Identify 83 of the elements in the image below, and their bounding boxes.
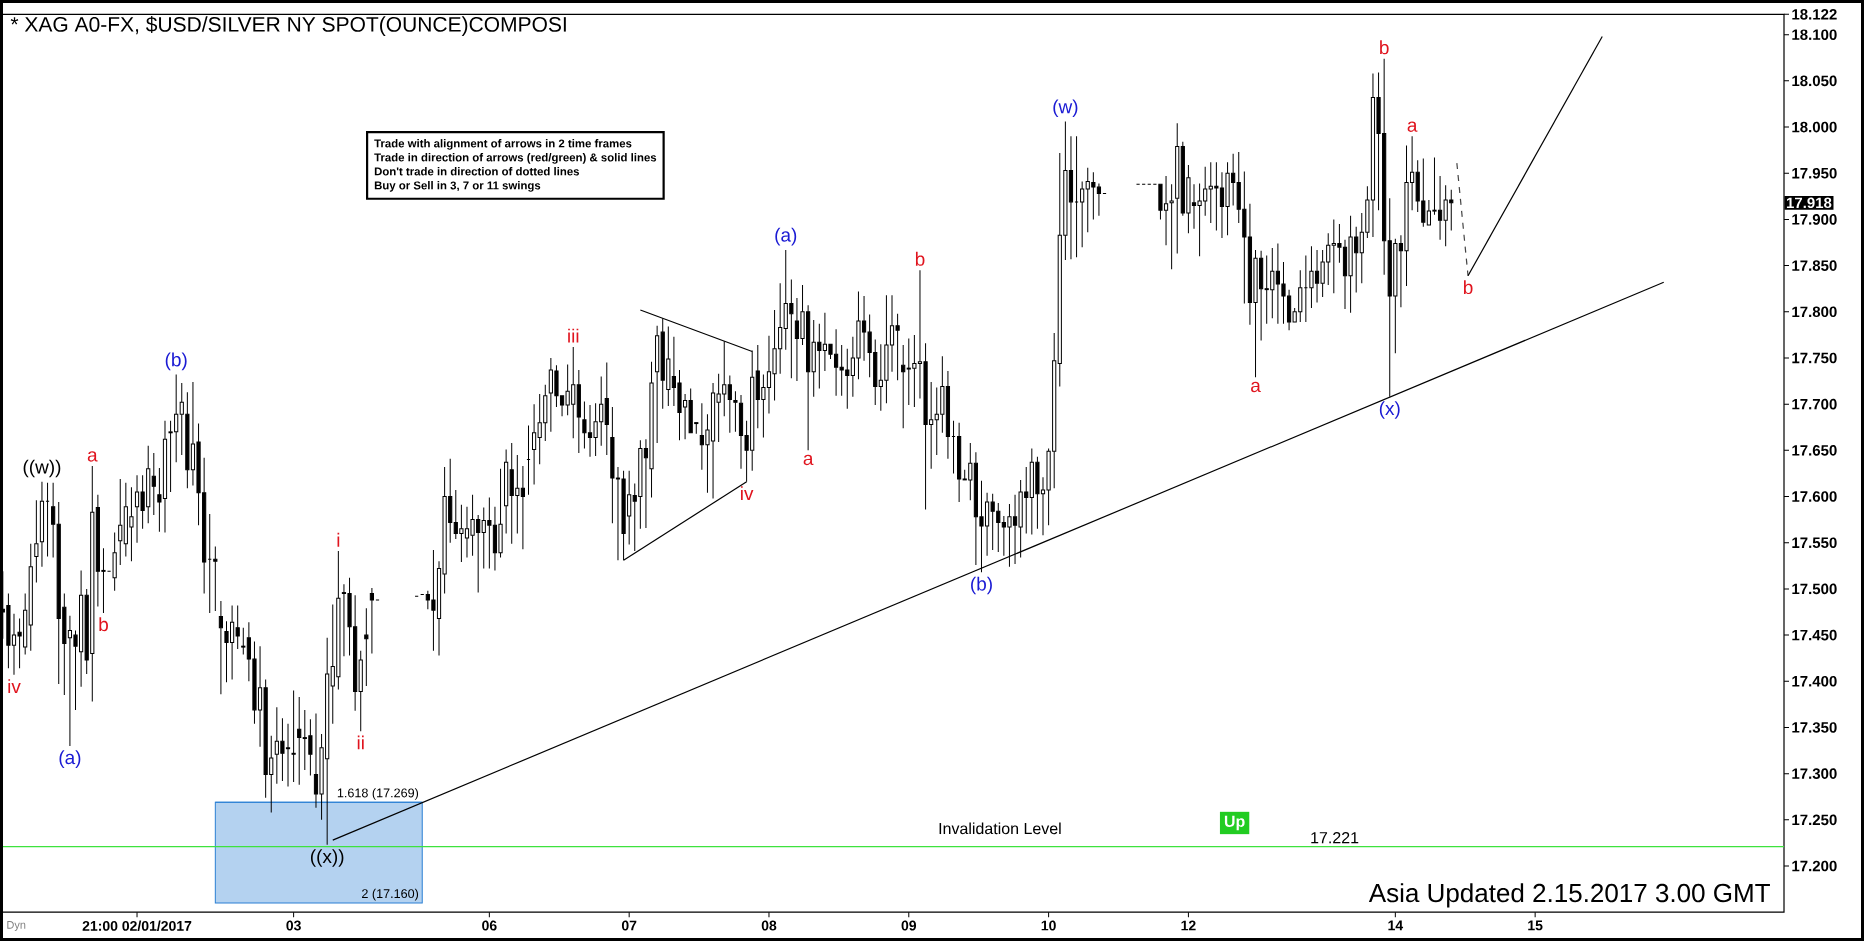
annotation: 1.618 (17.269) [337, 788, 419, 800]
y-tick-label: 17.200 [1792, 860, 1837, 872]
y-tick-label: 17.400 [1792, 675, 1837, 687]
y-tick-label: 17.800 [1792, 306, 1837, 318]
candlestick [576, 369, 581, 454]
annotation: Buy or Sell in 3, 7 or 11 swings [374, 181, 541, 192]
text: 17.918 [1786, 197, 1832, 209]
text: iv [741, 486, 754, 500]
candlestick [34, 499, 39, 583]
text: iv [8, 679, 21, 693]
text: (a) [59, 750, 81, 769]
x-tick-label: 03 [286, 920, 301, 931]
text: (b) [165, 352, 187, 371]
data-label: b [1463, 280, 1473, 295]
candlestick [39, 481, 45, 568]
y-tick-label: 17.650 [1792, 445, 1837, 456]
text: i [337, 532, 340, 547]
y-tick-label: 18.100 [1792, 29, 1837, 41]
candlestick [297, 696, 302, 786]
x-tick-label: 07 [621, 920, 637, 931]
candlestick [1169, 183, 1174, 270]
y-tick-label: 17.950 [1792, 167, 1837, 179]
text: ii [357, 735, 364, 750]
text: Dyn [7, 921, 26, 931]
text: (b) [971, 576, 992, 595]
candlestick [369, 587, 375, 655]
y-tick-label: 18.050 [1792, 75, 1837, 87]
text: b [915, 251, 925, 266]
chart-title: * XAG A0-FX, $USD/SILVER NY SPOT(OUNCE)COMPOSI [10, 16, 566, 36]
y-tick-label: 17.500 [1792, 583, 1837, 595]
x-tick-label: 10 [1041, 920, 1056, 931]
text: b [99, 617, 108, 632]
annotation: 2 (17.160) [362, 888, 419, 901]
y-tick-label: 17.350 [1792, 722, 1837, 733]
text: ((x)) [310, 849, 344, 867]
y-tick-label: 17.300 [1792, 768, 1837, 779]
y-tick-label: 18.122 [1792, 9, 1837, 20]
y-tick-label: 17.550 [1792, 537, 1837, 549]
candlestick [604, 362, 609, 456]
text: a [803, 454, 814, 466]
text: ((w)) [23, 459, 61, 478]
candlestick [218, 600, 224, 695]
candlestick [45, 482, 50, 558]
x-tick-label: 21:00 02/01/2017 [82, 920, 192, 932]
candlestick [1175, 122, 1180, 255]
x-tick-label: 08 [761, 920, 777, 931]
annotation: Asia Updated 2.15.2017 3.00 GMT [1368, 883, 1770, 908]
candlestick [213, 545, 218, 612]
annotation: 17.221 [1311, 832, 1359, 844]
candlestick [1074, 135, 1079, 258]
y-tick-label: 17.250 [1792, 814, 1837, 826]
candlestick [733, 390, 738, 433]
x-tick-label: 06 [482, 920, 497, 931]
annotation: Up [1224, 815, 1245, 831]
y-tick-label: 17.900 [1792, 214, 1837, 225]
y-tick-label: 17.450 [1792, 629, 1837, 641]
candlestick [364, 607, 369, 687]
y-tick-label: 17.850 [1792, 260, 1837, 271]
text: (w) [1053, 99, 1078, 118]
y-tick-label: 17.700 [1792, 398, 1837, 410]
text: (a) [775, 227, 797, 246]
candlestick [291, 690, 296, 783]
candlestick [151, 452, 156, 516]
text: iii [568, 328, 579, 343]
x-tick-label: 09 [901, 920, 917, 931]
text: a [1251, 381, 1261, 393]
candlestick [28, 543, 33, 652]
annotation: Trade with alignment of arrows in 2 time frames [374, 139, 632, 150]
x-tick-label: 14 [1388, 920, 1404, 931]
text: b [1380, 40, 1389, 55]
candlestick [901, 344, 906, 429]
candlestick [118, 478, 123, 566]
y-tick-label: 17.750 [1792, 352, 1837, 364]
x-tick-label: 15 [1528, 920, 1543, 931]
text: a [87, 451, 98, 462]
ref-line-label: Invalidation Level [939, 822, 1061, 835]
x-tick-label: 12 [1181, 920, 1196, 931]
annotation: Trade in direction of arrows (red/green) & solid lines [374, 153, 657, 164]
text: a [1407, 121, 1418, 132]
annotation: Don't trade in direction of dotted lines [374, 167, 580, 176]
text: (x) [1379, 401, 1400, 419]
y-tick-label: 18.000 [1792, 121, 1837, 133]
y-tick-label: 17.600 [1792, 491, 1837, 502]
